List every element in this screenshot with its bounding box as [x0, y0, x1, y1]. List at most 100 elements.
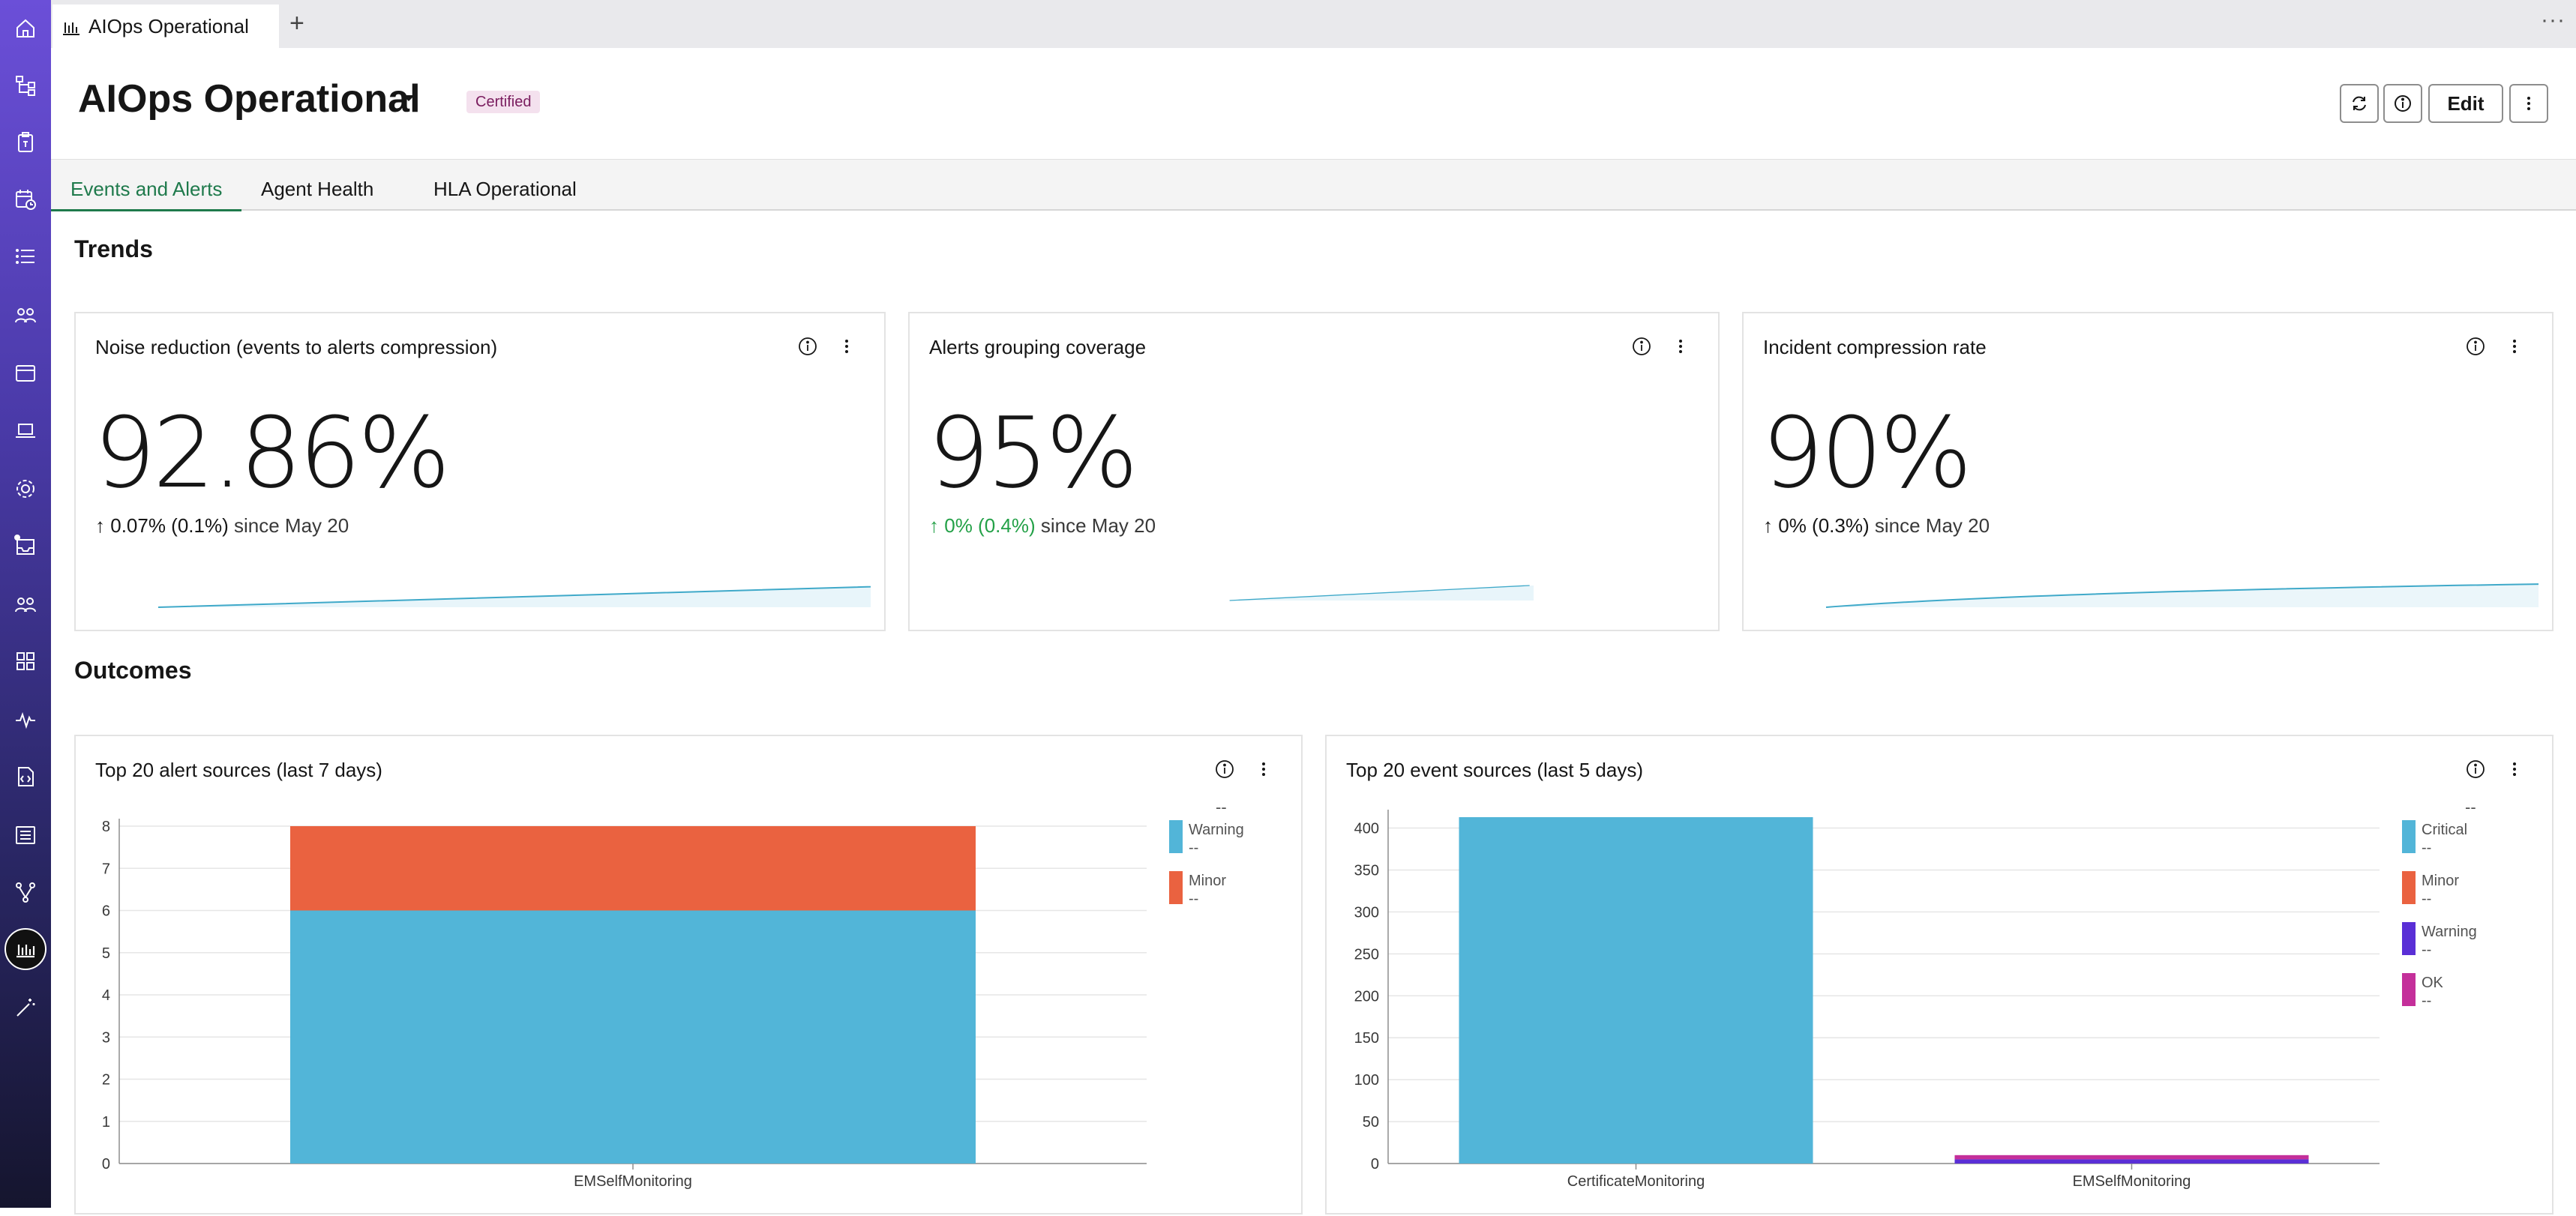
y-tick-label: 2 — [102, 1072, 110, 1089]
y-tick-label: 150 — [1354, 1030, 1379, 1047]
kpi-delta-value: 0% (0.4%) — [944, 514, 1036, 537]
legend-swatch — [2402, 820, 2416, 853]
kpi-delta-value: 0% (0.3%) — [1778, 514, 1870, 537]
team-icon[interactable] — [10, 589, 40, 619]
overflow-menu-vertical-icon[interactable] — [1253, 759, 1274, 780]
calendar-clock-icon[interactable] — [10, 184, 40, 214]
browser-window-icon[interactable] — [10, 358, 40, 388]
kpi-since: since May 20 — [1874, 514, 1990, 537]
overflow-menu-icon[interactable]: ··· — [2541, 7, 2566, 32]
legend-item[interactable]: Minor -- — [1169, 871, 1267, 916]
tab-hla-operational[interactable]: HLA Operational — [433, 178, 577, 200]
legend-value: -- — [1189, 840, 1199, 856]
chart-legend: -- Critical -- Minor -- Warning -- OK -- — [2402, 798, 2530, 1038]
group-icon[interactable] — [10, 300, 40, 330]
y-tick-label: 250 — [1354, 946, 1379, 963]
magic-wand-icon[interactable] — [10, 993, 40, 1023]
arrow-up-icon: ↑ — [929, 514, 939, 537]
refresh-icon — [2353, 96, 2366, 111]
bar-segment[interactable] — [1954, 1159, 2309, 1164]
overflow-menu-vertical-icon[interactable] — [2504, 759, 2525, 780]
chevron-down-icon[interactable] — [400, 93, 417, 103]
info-icon[interactable] — [2465, 759, 2486, 780]
settings-icon[interactable] — [10, 474, 40, 504]
legend-value: -- — [2422, 840, 2432, 856]
apps-grid-icon[interactable] — [10, 646, 40, 676]
chart-title: Top 20 alert sources (last 7 days) — [95, 759, 382, 781]
certified-badge: Certified — [466, 91, 541, 113]
x-tick-label: CertificateMonitoring — [1567, 1173, 1705, 1190]
legend-swatch — [2402, 922, 2416, 955]
legend-item[interactable]: Warning -- — [2402, 922, 2500, 967]
kpi-card-incident-compression: Incident compression rate 90% ↑ 0% (0.3%… — [1742, 312, 2554, 631]
y-tick-label: 4 — [102, 987, 110, 1004]
info-icon — [2395, 95, 2411, 112]
tab-events-and-alerts[interactable]: Events and Alerts — [51, 160, 242, 211]
legend-label: Critical — [2422, 822, 2468, 838]
legend-swatch — [2402, 871, 2416, 904]
list-icon[interactable] — [10, 241, 40, 271]
info-icon[interactable] — [1631, 336, 1652, 357]
y-tick-label: 6 — [102, 903, 110, 920]
edit-button[interactable]: Edit — [2428, 84, 2503, 123]
legend-label: OK — [2422, 975, 2443, 991]
legend-swatch — [1169, 820, 1183, 853]
kpi-since: since May 20 — [1040, 514, 1156, 537]
dashboard-tabs: Events and Alerts Agent Health HLA Opera… — [51, 160, 2576, 211]
kpi-delta: ↑ 0.07% (0.1%) since May 20 — [95, 514, 349, 538]
laptop-icon[interactable] — [10, 415, 40, 445]
tab-agent-health[interactable]: Agent Health — [261, 178, 374, 200]
browser-tab[interactable]: AIOps Operational — [52, 4, 279, 48]
browser-tab-title: AIOps Operational — [88, 14, 249, 37]
branch-icon[interactable] — [10, 877, 40, 907]
refresh-button[interactable] — [2340, 84, 2379, 123]
topology-icon[interactable] — [10, 70, 40, 100]
report-list-icon[interactable] — [10, 820, 40, 850]
code-file-icon[interactable] — [10, 762, 40, 792]
arrow-up-icon: ↑ — [95, 514, 105, 537]
kpi-delta: ↑ 0% (0.4%) since May 20 — [929, 514, 1156, 538]
y-tick-label: 3 — [102, 1029, 110, 1046]
overflow-menu-vertical-icon[interactable] — [1670, 336, 1691, 357]
overflow-menu-vertical-icon[interactable] — [2504, 336, 2525, 357]
kpi-title: Noise reduction (events to alerts compre… — [95, 336, 498, 358]
kpi-since: since May 20 — [234, 514, 349, 537]
bar-segment[interactable] — [1954, 1155, 2309, 1160]
bar-segment[interactable] — [1459, 817, 1813, 1164]
legend-item[interactable]: Critical -- — [2402, 820, 2500, 865]
y-tick-label: 50 — [1363, 1114, 1379, 1131]
info-button[interactable] — [2383, 84, 2422, 123]
legend-item[interactable]: Minor -- — [2402, 871, 2500, 916]
info-icon[interactable] — [2465, 336, 2486, 357]
chart-card-alert-sources: Top 20 alert sources (last 7 days) 0 1 2 3 4… — [74, 735, 1303, 1215]
more-options-button[interactable] — [2509, 84, 2548, 123]
bar-segment[interactable] — [290, 910, 976, 1164]
pulse-icon[interactable] — [10, 705, 40, 735]
chart-title: Top 20 event sources (last 5 days) — [1346, 759, 1643, 781]
new-tab-button[interactable]: + — [289, 9, 304, 37]
y-tick-label: 100 — [1354, 1072, 1379, 1089]
page-title: AIOps Operational — [78, 77, 421, 121]
chart-legend: -- Warning -- Minor -- — [1169, 798, 1282, 1008]
dashboards-icon[interactable] — [4, 928, 46, 970]
arrow-up-icon: ↑ — [1763, 514, 1773, 537]
x-tick-label: EMSelfMonitoring — [574, 1173, 692, 1190]
clipboard-icon[interactable] — [10, 127, 40, 157]
kpi-title: Alerts grouping coverage — [929, 336, 1147, 358]
y-tick-label: 400 — [1354, 821, 1379, 837]
kpi-value: 92.86% — [94, 396, 451, 510]
legend-label: Warning — [1189, 822, 1244, 838]
bar-chart-alert-sources: 0 1 2 3 4 5 6 7 8 EMSelfMonitoring — [102, 819, 1147, 1190]
bar-chart-event-sources: 0 50 100 150 200 250 300 350 400 CertificateMonit… — [1354, 810, 2380, 1190]
overflow-menu-vertical-icon[interactable] — [836, 336, 857, 357]
legend-item[interactable]: Warning -- — [1169, 820, 1267, 865]
x-tick-label: EMSelfMonitoring — [2073, 1173, 2191, 1190]
inbox-icon[interactable] — [10, 531, 40, 561]
y-tick-label: 5 — [102, 945, 110, 962]
bar-segment[interactable] — [290, 826, 976, 911]
info-icon[interactable] — [797, 336, 818, 357]
info-icon[interactable] — [1214, 759, 1235, 780]
home-icon[interactable] — [10, 13, 40, 43]
overflow-menu-vertical-icon — [2527, 97, 2530, 110]
legend-item[interactable]: OK -- — [2402, 973, 2500, 1018]
